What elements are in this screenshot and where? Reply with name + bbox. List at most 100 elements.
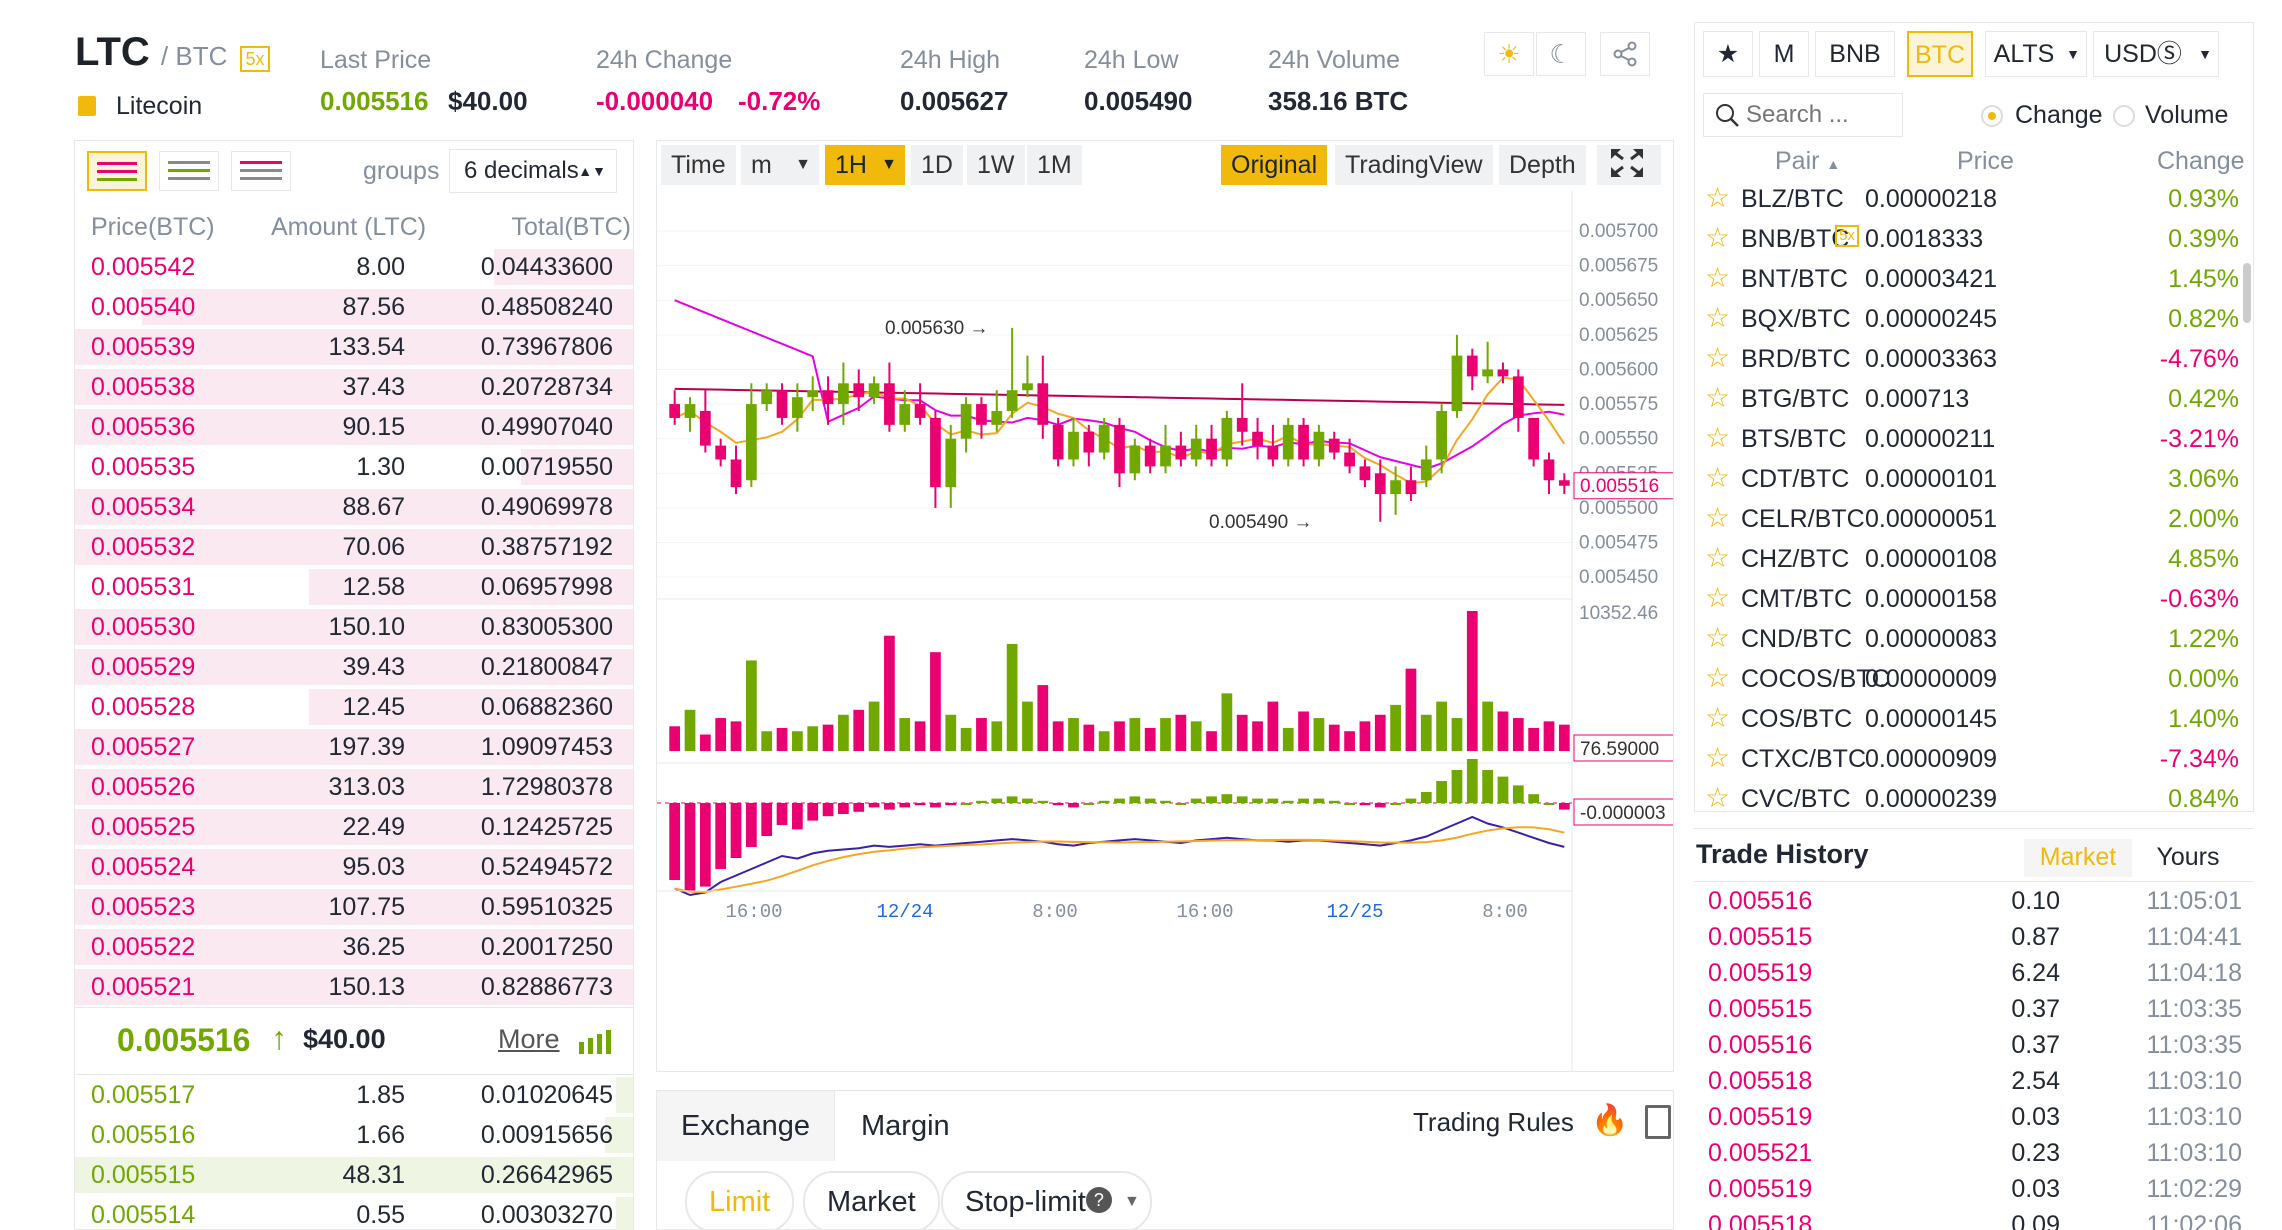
market-row[interactable]: ☆ BRD/BTC 0.00003363 -4.76% bbox=[1695, 339, 2239, 379]
market-row[interactable]: ☆ COS/BTC 0.00000145 1.40% bbox=[1695, 699, 2239, 739]
book-bids-icon[interactable] bbox=[159, 151, 219, 191]
fullscreen-icon[interactable] bbox=[1597, 145, 1661, 185]
book-both-icon[interactable] bbox=[87, 151, 147, 191]
interval-1h[interactable]: 1H ▼ bbox=[825, 145, 905, 185]
order-type-stop-limit[interactable]: Stop-limit? ▼ bbox=[941, 1171, 1152, 1230]
ask-row[interactable]: 0.005539 133.54 0.73967806 bbox=[75, 327, 633, 367]
star-icon[interactable]: ☆ bbox=[1705, 502, 1731, 533]
markets-scrollbar[interactable] bbox=[2243, 263, 2251, 323]
star-icon[interactable]: ☆ bbox=[1705, 222, 1731, 253]
radio-volume[interactable] bbox=[2113, 105, 2135, 127]
bid-row[interactable]: 0.005514 0.55 0.00303270 bbox=[75, 1195, 633, 1230]
book-asks-icon[interactable] bbox=[231, 151, 291, 191]
market-row[interactable]: ☆ CVC/BTC 0.00000239 0.84% bbox=[1695, 779, 2239, 812]
order-type-limit[interactable]: Limit bbox=[685, 1171, 795, 1230]
ask-row[interactable]: 0.005542 8.00 0.04433600 bbox=[75, 247, 633, 287]
star-icon[interactable]: ☆ bbox=[1705, 542, 1731, 573]
col-change[interactable]: Change bbox=[2157, 147, 2245, 175]
share-icon[interactable] bbox=[1600, 32, 1650, 76]
moon-icon[interactable]: ☾ bbox=[1536, 32, 1586, 76]
tab-your-trades[interactable]: Yours bbox=[2156, 843, 2220, 871]
depth-tab[interactable]: Depth bbox=[1499, 145, 1586, 185]
star-icon[interactable]: ☆ bbox=[1705, 662, 1731, 693]
ask-row[interactable]: 0.005529 39.43 0.21800847 bbox=[75, 647, 633, 687]
trading-rules-link[interactable]: Trading Rules bbox=[1413, 1107, 1574, 1137]
time-button[interactable]: Time bbox=[661, 145, 736, 185]
tab-margin-m[interactable]: M bbox=[1759, 31, 1809, 77]
radio-volume-label[interactable]: Volume bbox=[2145, 101, 2229, 129]
ask-row[interactable]: 0.005522 36.25 0.20017250 bbox=[75, 927, 633, 967]
tab-margin[interactable]: Margin bbox=[861, 1110, 950, 1142]
tab-bnb[interactable]: BNB bbox=[1815, 31, 1895, 77]
bid-row[interactable]: 0.005516 1.66 0.00915656 bbox=[75, 1115, 633, 1155]
ask-row[interactable]: 0.005530 150.10 0.83005300 bbox=[75, 607, 633, 647]
market-row[interactable]: ☆ CELR/BTC 0.00000051 2.00% bbox=[1695, 499, 2239, 539]
ask-row[interactable]: 0.005532 70.06 0.38757192 bbox=[75, 527, 633, 567]
ask-row[interactable]: 0.005527 197.39 1.09097453 bbox=[75, 727, 633, 767]
star-icon[interactable]: ☆ bbox=[1705, 342, 1731, 373]
ask-row[interactable]: 0.005523 107.75 0.59510325 bbox=[75, 887, 633, 927]
order-type-market[interactable]: Market bbox=[803, 1171, 940, 1230]
search-input[interactable] bbox=[1746, 98, 1896, 132]
ask-row[interactable]: 0.005528 12.45 0.06882360 bbox=[75, 687, 633, 727]
original-tab[interactable]: Original bbox=[1221, 145, 1328, 185]
tradingview-tab[interactable]: TradingView bbox=[1335, 145, 1493, 185]
ask-row[interactable]: 0.005535 1.30 0.00719550 bbox=[75, 447, 633, 487]
market-row[interactable]: ☆ BTS/BTC 0.00000211 -3.21% bbox=[1695, 419, 2239, 459]
tab-alts[interactable]: ALTS ▼ bbox=[1985, 31, 2087, 77]
more-link[interactable]: More bbox=[498, 1024, 560, 1054]
ask-row[interactable]: 0.005524 95.03 0.52494572 bbox=[75, 847, 633, 887]
interval-1d[interactable]: 1D bbox=[911, 145, 963, 185]
decimals-select[interactable]: 6 decimals ▲▼ bbox=[449, 149, 617, 193]
bid-row[interactable]: 0.005515 48.31 0.26642965 bbox=[75, 1155, 633, 1195]
market-row[interactable]: ☆ BNB/BTC 5x 0.0018333 0.39% bbox=[1695, 219, 2239, 259]
minute-select[interactable]: m ▼ bbox=[741, 145, 819, 185]
ask-row[interactable]: 0.005540 87.56 0.48508240 bbox=[75, 287, 633, 327]
help-icon[interactable]: ? bbox=[1085, 1187, 1112, 1213]
radio-change[interactable] bbox=[1981, 105, 2003, 127]
star-icon[interactable]: ☆ bbox=[1705, 462, 1731, 493]
col-price[interactable]: Price bbox=[1957, 147, 2014, 175]
ask-row[interactable]: 0.005521 150.13 0.82886773 bbox=[75, 967, 633, 1007]
star-icon[interactable]: ☆ bbox=[1705, 622, 1731, 653]
coin-info-icon[interactable] bbox=[78, 96, 96, 116]
tab-market-trades[interactable]: Market bbox=[2024, 839, 2132, 877]
star-icon[interactable]: ☆ bbox=[1705, 302, 1731, 333]
calculator-icon[interactable] bbox=[1645, 1105, 1671, 1139]
market-row[interactable]: ☆ CND/BTC 0.00000083 1.22% bbox=[1695, 619, 2239, 659]
star-icon[interactable]: ☆ bbox=[1705, 742, 1731, 773]
candlestick-chart[interactable]: 0.005700 0.005675 0.005650 0.005625 0.005600… bbox=[657, 191, 1674, 1071]
market-row[interactable]: ☆ BQX/BTC 0.00000245 0.82% bbox=[1695, 299, 2239, 339]
market-row[interactable]: ☆ COCOS/BTC 0.00000009 0.00% bbox=[1695, 659, 2239, 699]
ask-row[interactable]: 0.005538 37.43 0.20728734 bbox=[75, 367, 633, 407]
bid-row[interactable]: 0.005517 1.85 0.01020645 bbox=[75, 1075, 633, 1115]
tab-exchange[interactable]: Exchange bbox=[657, 1091, 835, 1161]
star-icon[interactable]: ☆ bbox=[1705, 262, 1731, 293]
star-icon[interactable]: ☆ bbox=[1705, 702, 1731, 733]
favorites-star-icon[interactable]: ★ bbox=[1703, 31, 1753, 77]
star-icon[interactable]: ☆ bbox=[1705, 782, 1731, 812]
market-row[interactable]: ☆ CDT/BTC 0.00000101 3.06% bbox=[1695, 459, 2239, 499]
ask-row[interactable]: 0.005526 313.03 1.72980378 bbox=[75, 767, 633, 807]
star-icon[interactable]: ☆ bbox=[1705, 382, 1731, 413]
ask-row[interactable]: 0.005534 88.67 0.49069978 bbox=[75, 487, 633, 527]
star-icon[interactable]: ☆ bbox=[1705, 422, 1731, 453]
market-row[interactable]: ☆ CTXC/BTC 0.00000909 -7.34% bbox=[1695, 739, 2239, 779]
coin-name[interactable]: Litecoin bbox=[116, 92, 203, 120]
tab-btc[interactable]: BTC bbox=[1907, 31, 1973, 77]
col-pair[interactable]: Pair ▲ bbox=[1775, 147, 1840, 176]
interval-1w[interactable]: 1W bbox=[967, 145, 1025, 185]
market-row[interactable]: ☆ CHZ/BTC 0.00000108 4.85% bbox=[1695, 539, 2239, 579]
ask-row[interactable]: 0.005531 12.58 0.06957998 bbox=[75, 567, 633, 607]
market-row[interactable]: ☆ BNT/BTC 0.00003421 1.45% bbox=[1695, 259, 2239, 299]
search-box[interactable] bbox=[1703, 93, 1903, 137]
star-icon[interactable]: ☆ bbox=[1705, 582, 1731, 613]
star-icon[interactable]: ☆ bbox=[1705, 182, 1731, 213]
sun-icon[interactable]: ☀ bbox=[1484, 32, 1534, 76]
market-row[interactable]: ☆ BTG/BTC 0.000713 0.42% bbox=[1695, 379, 2239, 419]
ask-row[interactable]: 0.005536 90.15 0.49907040 bbox=[75, 407, 633, 447]
radio-change-label[interactable]: Change bbox=[2015, 101, 2103, 129]
market-row[interactable]: ☆ BLZ/BTC 0.00000218 0.93% bbox=[1695, 179, 2239, 219]
leverage-badge[interactable]: 5x bbox=[240, 46, 270, 72]
interval-1m[interactable]: 1M bbox=[1027, 145, 1082, 185]
